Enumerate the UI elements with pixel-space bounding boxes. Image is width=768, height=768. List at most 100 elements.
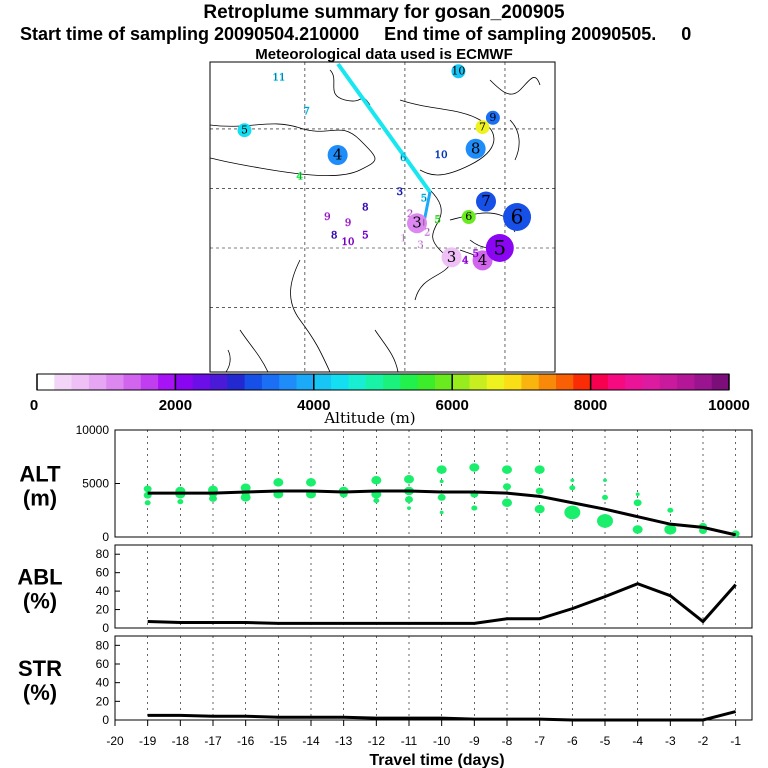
x-tick-label: -20	[106, 734, 124, 748]
met-data-note: Meteorological data used is ECMWF	[255, 46, 513, 63]
colorbar-swatch	[590, 374, 609, 390]
x-tick-label: -18	[172, 734, 190, 748]
panel-frame	[114, 635, 753, 721]
x-tick-label: -12	[368, 734, 386, 748]
colorbar-swatch	[365, 374, 384, 390]
map-grid	[210, 62, 555, 372]
scatter-point	[437, 494, 446, 501]
x-axis-label: Travel time (days)	[369, 752, 504, 768]
y-tick-label: 40	[96, 584, 110, 598]
plume-trajectory-tail	[422, 191, 432, 223]
centroid-marker	[461, 210, 476, 224]
plume-centroid: 3	[417, 240, 424, 252]
centroid-day-label: 10	[451, 64, 465, 77]
colorbar-swatch	[434, 374, 453, 390]
plume-centroid: 3	[407, 213, 427, 234]
scatter-point	[306, 478, 316, 487]
y-tick-label: 80	[96, 638, 110, 652]
centroid-day-label: 2	[424, 228, 430, 239]
scatter-point	[471, 505, 478, 511]
plume-centroid: 10	[341, 237, 355, 249]
centroid-marker	[451, 64, 466, 79]
colorbar-swatch	[123, 374, 142, 390]
centroid-day-label: 11	[273, 73, 286, 84]
y-tick-label: 10000	[76, 423, 110, 437]
colorbar-tick-label: 8000	[574, 397, 607, 414]
scatter-point	[407, 506, 411, 510]
scatter-point	[603, 478, 607, 482]
centroid-day-label: 4	[333, 146, 343, 164]
scatter-point	[404, 474, 414, 484]
colorbar-tick-label: 6000	[436, 397, 469, 414]
x-tick-label: -15	[270, 734, 288, 748]
colorbar-swatch	[37, 374, 55, 390]
colorbar-tick-label: 2000	[159, 397, 192, 414]
colorbar-swatch	[694, 374, 713, 390]
centroid-day-label: 10	[435, 150, 448, 161]
colorbar-swatch	[659, 374, 678, 390]
centroid-day-label: 5	[421, 193, 427, 204]
centroid-marker	[441, 247, 462, 268]
colorbar-swatch	[573, 374, 592, 390]
colorbar-swatch	[504, 374, 522, 390]
colorbar-swatch	[538, 374, 557, 390]
centroid-day-label: 3	[447, 248, 457, 266]
x-tick-label: -10	[433, 734, 451, 748]
centroid-day-label: 5	[362, 231, 368, 242]
centroid-marker	[475, 120, 490, 135]
plume-centroid: 2	[424, 227, 431, 239]
x-tick-label: -14	[302, 734, 320, 748]
plume-centroid: 4	[472, 250, 493, 271]
centroid-day-label: 6	[400, 153, 406, 164]
centroid-day-label: 2	[407, 209, 413, 220]
scatter-point	[570, 478, 575, 482]
colorbar-swatch	[261, 374, 280, 390]
y-tick-label: 20	[96, 603, 110, 617]
panel-ylabel: ABL	[17, 565, 62, 590]
centroid-day-label: 7	[479, 120, 486, 133]
plume-centroid: 1	[420, 218, 427, 230]
centroid-day-label: 4	[462, 255, 468, 266]
scatter-point	[144, 500, 151, 506]
x-tick-label: -5	[600, 734, 611, 748]
centroid-marker	[407, 213, 427, 234]
plume-centroid: 9	[345, 218, 352, 230]
panel-ylabel: ALT	[19, 462, 61, 487]
scatter-point	[373, 498, 380, 504]
centroid-day-label: 8	[471, 139, 481, 157]
plume-centroid: 9	[324, 212, 331, 224]
centroid-day-label: 3	[417, 240, 423, 251]
panel-abl: 80 60 40 20 0 ABL(%)	[17, 544, 753, 635]
colorbar-swatch	[71, 374, 90, 390]
colorbar-swatch	[400, 374, 419, 390]
scatter-point	[534, 465, 545, 474]
plume-centroid: 6	[461, 210, 476, 224]
y-tick-label: 0	[102, 530, 109, 544]
centroid-day-label: 10	[342, 237, 355, 248]
centroid-day-label: 4	[297, 172, 303, 183]
centroid-marker	[503, 203, 532, 231]
colorbar-swatch	[348, 374, 367, 390]
plume-centroid: 4	[462, 255, 469, 267]
colorbar-swatch	[296, 374, 315, 390]
plume-centroid: 9	[485, 110, 500, 125]
plume-centroid: 2	[407, 209, 414, 221]
plume-centroid: 10	[451, 64, 466, 79]
panel-alt: 10000 5000 0 ALT(m)	[19, 423, 753, 544]
centroid-day-label: 5	[241, 123, 248, 136]
colorbar-swatch	[607, 374, 626, 390]
plume-centroid: 5	[485, 234, 514, 262]
plume-centroid: 11	[272, 72, 286, 84]
scatter-point	[502, 465, 512, 474]
plume-trajectory	[336, 62, 432, 194]
x-tick-label: -13	[335, 734, 353, 748]
colorbar-swatch	[711, 374, 730, 390]
centroid-day-label: 3	[397, 187, 403, 198]
plume-centroid: 5	[472, 249, 479, 261]
centroid-marker	[237, 123, 252, 138]
colorbar-swatch	[521, 374, 540, 390]
plume-centroid: 4	[327, 145, 348, 165]
centroid-day-label: 9	[324, 212, 330, 223]
